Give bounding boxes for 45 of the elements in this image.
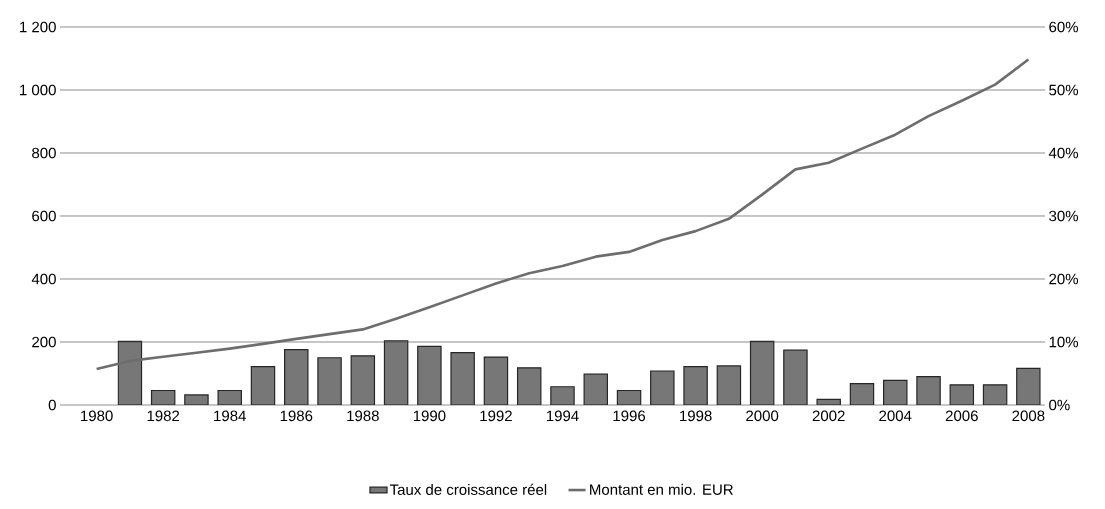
x-tick-label: 1998 bbox=[680, 410, 712, 422]
y2-tick-label: 40% bbox=[1048, 147, 1079, 159]
bar bbox=[683, 366, 708, 405]
legend-label: Montant en mio. EUR bbox=[590, 483, 733, 495]
y2-tick-label: 10% bbox=[1049, 336, 1079, 348]
x-tick-label: 1990 bbox=[413, 410, 446, 422]
x-tick-label: 1996 bbox=[613, 410, 646, 422]
y-tick-label: 1 200 bbox=[20, 21, 56, 33]
x-tick-label: 2000 bbox=[746, 410, 779, 422]
y2-tick-label: 30% bbox=[1049, 210, 1079, 222]
y-tick-label: 600 bbox=[32, 210, 56, 222]
x-tick-label: 2006 bbox=[945, 410, 978, 422]
y2-tick-label: 50% bbox=[1049, 84, 1079, 96]
x-tick-label: 1988 bbox=[347, 410, 379, 422]
bar bbox=[384, 340, 408, 405]
bar bbox=[750, 341, 774, 405]
x-tick-label: 2004 bbox=[879, 410, 912, 422]
bar bbox=[317, 357, 342, 405]
bar bbox=[451, 352, 475, 405]
bar bbox=[284, 349, 308, 405]
x-tick-label: 2002 bbox=[812, 410, 845, 422]
x-tick-label: 2008 bbox=[1012, 410, 1045, 422]
y-tick-label: 1 000 bbox=[20, 84, 56, 96]
bar bbox=[484, 357, 508, 405]
bar bbox=[251, 366, 275, 405]
bar bbox=[916, 376, 941, 405]
bar bbox=[783, 350, 808, 405]
x-tick-label: 1992 bbox=[480, 410, 512, 422]
x-tick-label: 1994 bbox=[546, 410, 579, 422]
x-tick-label: 1980 bbox=[81, 410, 113, 422]
x-tick-label: 1984 bbox=[214, 410, 246, 422]
y2-tick-label: 60% bbox=[1049, 21, 1079, 33]
x-tick-label: 1986 bbox=[280, 410, 313, 422]
x-tick-label: 1982 bbox=[147, 410, 180, 422]
bar bbox=[351, 355, 375, 405]
y2-tick-label: 0% bbox=[1049, 399, 1070, 411]
bar bbox=[417, 346, 442, 405]
bar bbox=[517, 367, 541, 405]
y-tick-label: 800 bbox=[32, 147, 56, 159]
y-tick-label: 200 bbox=[32, 336, 56, 348]
y-tick-label: 400 bbox=[31, 273, 56, 285]
bar bbox=[1016, 367, 1041, 405]
y2-tick-label: 20% bbox=[1049, 273, 1079, 285]
legend-label: Taux de croissance réel bbox=[389, 483, 547, 495]
y-tick-label: 0 bbox=[48, 399, 56, 411]
